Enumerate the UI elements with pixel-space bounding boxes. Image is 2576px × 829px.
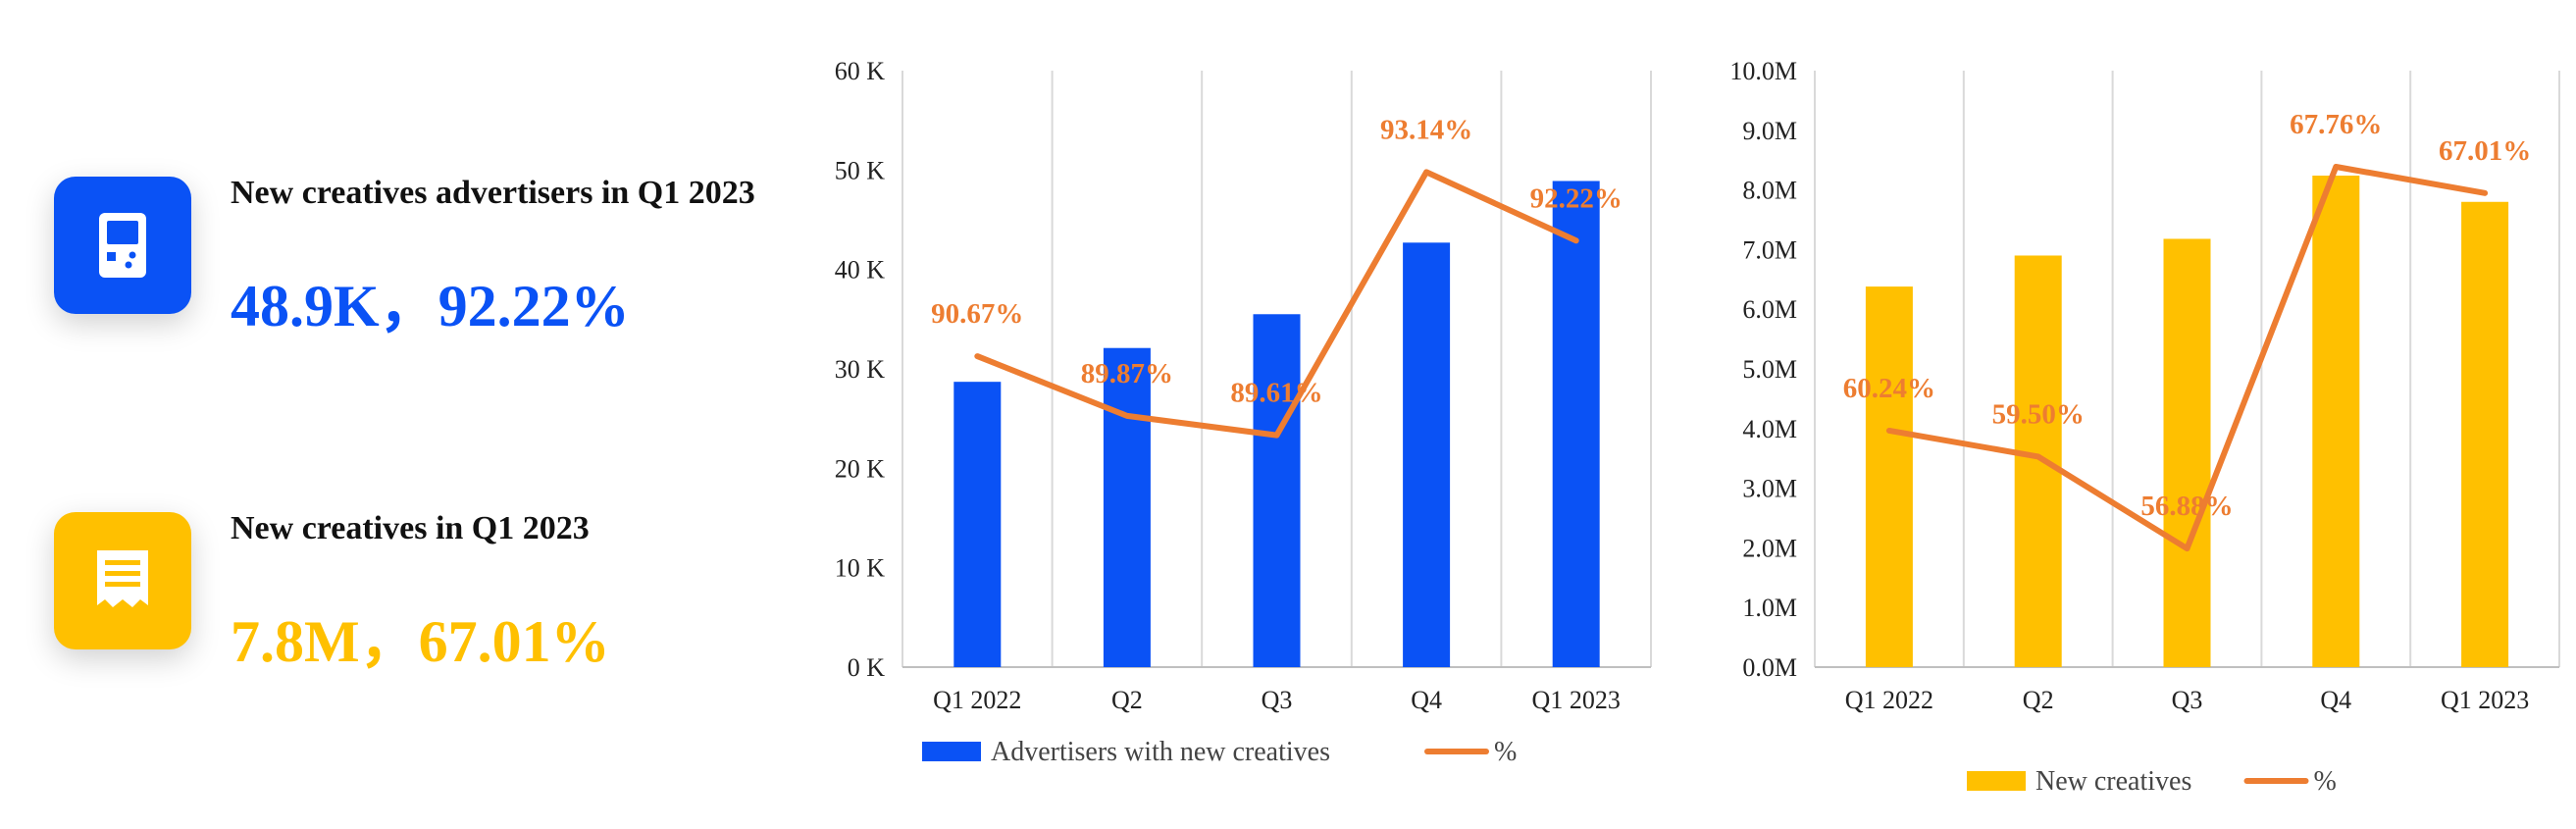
x-tick-label: Q1 2023 — [2441, 686, 2529, 714]
y-tick-label: 7.0M — [1742, 235, 1797, 264]
bar — [1552, 181, 1600, 668]
legend-swatch-bar — [922, 742, 981, 761]
data-label: 59.50% — [1992, 398, 2085, 430]
data-label: 90.67% — [931, 298, 1023, 330]
legend-swatch-bar — [1967, 771, 2026, 791]
y-tick-label: 60 K — [835, 57, 886, 85]
y-tick-label: 3.0M — [1742, 475, 1797, 503]
y-tick-label: 4.0M — [1742, 415, 1797, 443]
legend-label: % — [1494, 737, 1517, 767]
bar — [1103, 347, 1151, 667]
kpi-title: New creatives advertisers in Q1 2023 — [231, 175, 755, 211]
y-tick-label: 0 K — [848, 653, 886, 682]
kpi-icon-tile — [54, 177, 191, 314]
y-tick-label: 50 K — [835, 156, 886, 184]
x-tick-label: Q1 2023 — [1532, 686, 1621, 714]
y-tick-label: 10.0M — [1729, 57, 1797, 85]
handheld-device-icon — [99, 213, 146, 278]
data-label: 92.22% — [1530, 182, 1623, 214]
data-label: 67.01% — [2439, 135, 2531, 167]
y-tick-label: 2.0M — [1742, 534, 1797, 562]
y-tick-label: 1.0M — [1742, 594, 1797, 622]
bar — [1403, 242, 1451, 667]
bar — [2163, 238, 2211, 667]
x-tick-label: Q3 — [2172, 686, 2203, 714]
bar — [1865, 286, 1913, 667]
advertisers-chart-svg: 0 K 10 K 20 K 30 K 40 K 50 K 60 K Q1 2022 Q2 Q3 Q4… — [835, 57, 1652, 767]
y-tick-label: 5.0M — [1742, 355, 1797, 384]
creatives-chart: 0.0M 1.0M 2.0M 3.0M 4.0M 5.0M 6.0M 7.0M 8.0M 9.0M… — [1697, 0, 2570, 824]
kpi-value: 7.8M，67.01% — [231, 609, 610, 674]
x-tick-label: Q4 — [1411, 686, 1442, 714]
percent-line — [1885, 163, 2489, 552]
creatives-chart-svg: 0.0M 1.0M 2.0M 3.0M 4.0M 5.0M 6.0M 7.0M 8.0M 9.0M… — [1729, 57, 2560, 797]
y-tick-label: 10 K — [835, 554, 886, 583]
y-tick-label: 0.0M — [1742, 653, 1797, 682]
legend-label: New creatives — [2035, 766, 2191, 797]
data-label: 60.24% — [1843, 373, 1935, 404]
percent-line — [974, 169, 1579, 439]
bar — [2014, 255, 2062, 667]
kpi-value: 48.9K，92.22% — [231, 274, 630, 338]
data-label: 89.61% — [1230, 378, 1322, 409]
advertisers-chart: 0 K 10 K 20 K 30 K 40 K 50 K 60 K Q1 2022 Q2 Q3 Q4… — [814, 0, 1677, 824]
y-tick-label: 40 K — [835, 256, 886, 285]
bar — [2461, 201, 2509, 667]
data-label: 56.88% — [2140, 491, 2233, 522]
receipt-icon — [97, 550, 148, 607]
bar — [1253, 314, 1301, 667]
x-tick-label: Q3 — [1262, 686, 1293, 714]
kpi-icon-tile — [54, 512, 191, 649]
y-tick-label: 20 K — [835, 454, 886, 483]
legend-label: % — [2314, 766, 2337, 797]
kpi-title: New creatives in Q1 2023 — [231, 510, 590, 546]
bar — [953, 382, 1002, 667]
kpi-advertisers: New creatives advertisers in Q1 2023 48.… — [54, 165, 839, 338]
x-tick-label: Q1 2022 — [1845, 686, 1933, 714]
x-tick-label: Q2 — [1111, 686, 1143, 714]
data-label: 89.87% — [1081, 358, 1173, 389]
kpi-creatives: New creatives in Q1 2023 7.8M，67.01% — [54, 500, 839, 674]
y-tick-label: 6.0M — [1742, 295, 1797, 324]
bar — [2312, 176, 2360, 667]
x-tick-label: Q2 — [2023, 686, 2054, 714]
data-label: 67.76% — [2290, 109, 2382, 140]
y-tick-label: 9.0M — [1742, 117, 1797, 145]
y-tick-label: 8.0M — [1742, 177, 1797, 205]
y-tick-label: 30 K — [835, 355, 886, 384]
x-tick-label: Q1 2022 — [933, 686, 1021, 714]
data-label: 93.14% — [1380, 114, 1472, 145]
legend-label: Advertisers with new creatives — [991, 737, 1330, 767]
x-tick-label: Q4 — [2320, 686, 2351, 714]
